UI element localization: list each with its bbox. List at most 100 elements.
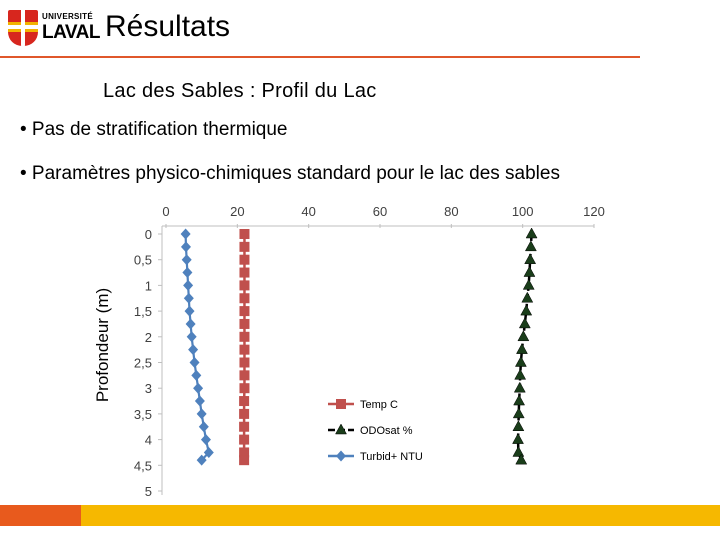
x-tick-label: 60 <box>373 204 387 219</box>
y-tick-label: 2,5 <box>134 356 152 371</box>
data-point <box>239 293 250 304</box>
bullet-point-1: • Pas de stratification thermique <box>20 119 288 140</box>
header-divider <box>0 56 640 58</box>
series-diamond <box>180 228 214 466</box>
data-point <box>239 447 250 458</box>
data-point <box>239 267 250 278</box>
data-point <box>193 382 204 394</box>
data-point <box>525 227 538 239</box>
data-point <box>239 396 250 407</box>
page-title: Résultats <box>105 10 231 43</box>
data-point <box>239 370 250 381</box>
data-point <box>524 253 537 264</box>
data-point <box>513 394 526 406</box>
data-point <box>521 291 534 303</box>
data-point <box>239 357 250 368</box>
data-point <box>182 267 193 279</box>
data-point <box>185 318 196 330</box>
data-point <box>200 434 211 446</box>
legend-label: ODOsat % <box>360 425 413 437</box>
data-point <box>520 304 533 316</box>
bullet-point-2: • Paramètres physico-chimiques standard … <box>20 163 560 184</box>
data-point <box>183 292 194 304</box>
data-point <box>513 381 526 393</box>
x-tick-label: 80 <box>444 204 458 219</box>
legend-label: Turbid+ NTU <box>360 451 423 463</box>
data-point <box>191 369 202 381</box>
shield-icon <box>8 10 38 46</box>
x-tick-label: 20 <box>230 204 244 219</box>
data-point <box>518 317 531 329</box>
data-point <box>194 395 205 407</box>
data-point <box>239 455 250 466</box>
data-point <box>239 318 250 329</box>
legend-swatch-marker <box>336 399 346 409</box>
data-point <box>203 446 214 458</box>
y-tick-label: 4 <box>145 433 152 448</box>
footer-bar-orange <box>0 505 81 526</box>
universite-laval-logo: UNIVERSITÉ LAVAL <box>8 10 101 46</box>
data-point <box>196 408 207 420</box>
data-point <box>189 357 200 368</box>
logo-text-laval: LAVAL <box>42 22 101 43</box>
data-point <box>514 368 527 380</box>
slide-subtitle: Lac des Sables : Profil du Lac <box>103 80 377 102</box>
chart-legend: Temp C ODOsat % Turbid+ NTU <box>328 399 423 463</box>
x-tick-label: 0 <box>162 204 169 219</box>
y-tick-label: 4,5 <box>134 458 152 473</box>
chart-series <box>180 227 538 466</box>
data-point <box>239 344 250 355</box>
y-tick-label: 3 <box>145 381 152 396</box>
data-point <box>180 228 191 240</box>
data-point <box>239 229 250 239</box>
footer-bar-yellow <box>81 505 720 526</box>
x-tick-label: 100 <box>512 204 534 219</box>
data-point <box>239 331 250 342</box>
data-point <box>196 454 207 466</box>
data-point <box>517 330 530 342</box>
data-point <box>239 383 250 394</box>
data-point <box>514 355 527 367</box>
data-point <box>198 421 209 433</box>
legend-swatch-marker <box>335 423 347 435</box>
y-tick-label: 5 <box>145 484 152 499</box>
data-point <box>522 278 535 290</box>
data-point <box>515 453 528 465</box>
y-tick-label: 0,5 <box>134 253 152 268</box>
y-tick-label: 0 <box>145 227 152 242</box>
data-point <box>186 331 197 343</box>
data-point <box>512 420 525 431</box>
data-point <box>188 344 199 356</box>
y-axis-label: Profondeur (m) <box>93 288 112 402</box>
data-point <box>239 421 250 432</box>
series-triangle <box>512 227 538 465</box>
data-point <box>180 241 191 253</box>
data-point <box>239 254 250 265</box>
data-point <box>523 266 536 277</box>
data-point <box>239 434 250 445</box>
chart-ticks: 0 20 40 60 80 100 120 0 0,5 1 1,5 2 2,5 3 3,5 4 4,5 5 <box>134 204 605 499</box>
data-point <box>181 254 192 266</box>
legend-swatch-marker <box>336 450 346 462</box>
chart-grid <box>158 224 595 495</box>
data-point <box>524 240 537 252</box>
y-tick-label: 1 <box>145 278 152 293</box>
data-point <box>184 305 195 317</box>
data-point <box>239 408 250 419</box>
y-tick-label: 2 <box>145 330 152 345</box>
data-point <box>512 407 525 419</box>
data-point <box>239 306 250 317</box>
y-tick-label: 1,5 <box>134 304 152 319</box>
legend-label: Temp C <box>360 399 398 411</box>
data-point <box>183 279 194 291</box>
series-square <box>239 229 250 466</box>
x-tick-label: 40 <box>301 204 315 219</box>
x-tick-label: 120 <box>583 204 605 219</box>
data-point <box>239 280 250 291</box>
data-point <box>512 433 524 444</box>
data-point <box>239 241 250 252</box>
logo-text-universite: UNIVERSITÉ <box>42 12 94 21</box>
y-tick-label: 3,5 <box>134 407 152 422</box>
data-point <box>516 343 528 354</box>
